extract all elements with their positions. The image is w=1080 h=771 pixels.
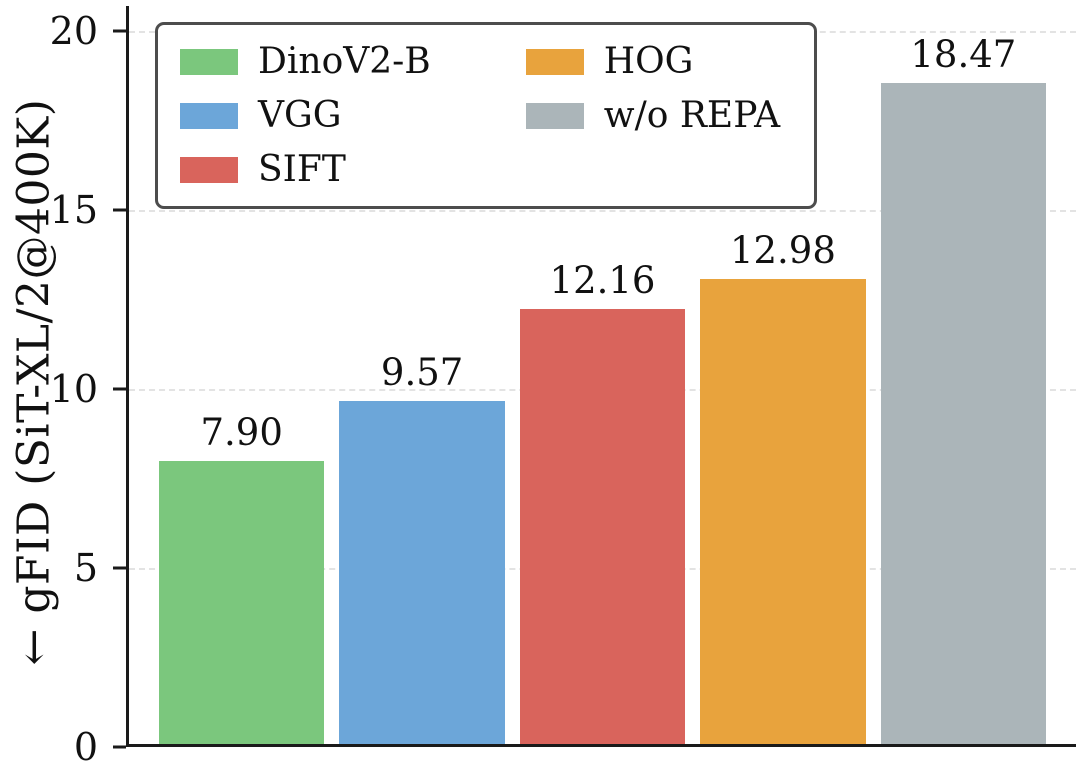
bar-vgg: 9.57: [339, 351, 505, 744]
bar-hog: 12.98: [700, 229, 866, 744]
legend-item-w-o-repa: w/o REPA: [525, 95, 781, 136]
legend-item-dinov2-b: DinoV2-B: [180, 41, 431, 82]
bar-value-label-dinov2-b: 7.90: [200, 411, 283, 455]
bar-value-label-sift: 12.16: [549, 258, 656, 302]
legend-item-sift: SIFT: [180, 149, 431, 190]
legend-column-2: HOG w/o REPA: [525, 41, 781, 136]
legend-label-w-o-repa: w/o REPA: [603, 95, 781, 136]
bar-value-label-w-o-repa: 18.47: [910, 32, 1017, 76]
bar-w-o-repa: 18.47: [880, 33, 1047, 744]
gridline-15: [129, 210, 1076, 213]
legend-label-dinov2-b: DinoV2-B: [258, 41, 431, 82]
bar-value-label-hog: 12.98: [729, 229, 836, 273]
y-tick-label-15: 15: [49, 188, 98, 233]
bar-sift: 12.16: [519, 259, 686, 744]
legend-swatch-vgg: [180, 102, 238, 129]
y-tick-label-20: 20: [49, 9, 98, 54]
legend-item-hog: HOG: [525, 41, 780, 82]
bar-value-label-vgg: 9.57: [380, 351, 464, 395]
y-tick-mark-5: [113, 566, 126, 570]
legend: DinoV2-B VGG SIFT HOG w/o REPA: [155, 22, 818, 209]
plot-area: 7.90 9.57 12.16 12.98 18.47 DinoV2-B VGG SIFT H…: [126, 6, 1076, 747]
legend-column-1: DinoV2-B VGG SIFT: [180, 41, 431, 190]
legend-label-vgg: VGG: [258, 95, 342, 136]
legend-swatch-hog: [525, 48, 584, 75]
y-tick-label-5: 5: [73, 546, 98, 590]
legend-swatch-w-o-repa: [525, 102, 584, 129]
y-tick-mark-0: [113, 745, 126, 749]
y-axis: 0 5 10 15 20: [0, 6, 126, 769]
legend-swatch-sift: [180, 156, 238, 183]
y-tick-mark-20: [113, 29, 126, 33]
y-tick-label-10: 10: [49, 367, 98, 412]
legend-item-vgg: VGG: [180, 95, 431, 136]
bar-dinov2-b: 7.90: [159, 411, 325, 744]
y-tick-mark-15: [113, 208, 126, 212]
y-tick-label-0: 0: [73, 725, 98, 769]
bars-container: 7.90 9.57 12.16 12.98 18.47: [129, 6, 1076, 744]
legend-swatch-dinov2-b: [180, 48, 238, 75]
legend-label-sift: SIFT: [258, 149, 346, 190]
legend-label-hog: HOG: [603, 41, 694, 82]
y-tick-mark-10: [113, 387, 126, 391]
